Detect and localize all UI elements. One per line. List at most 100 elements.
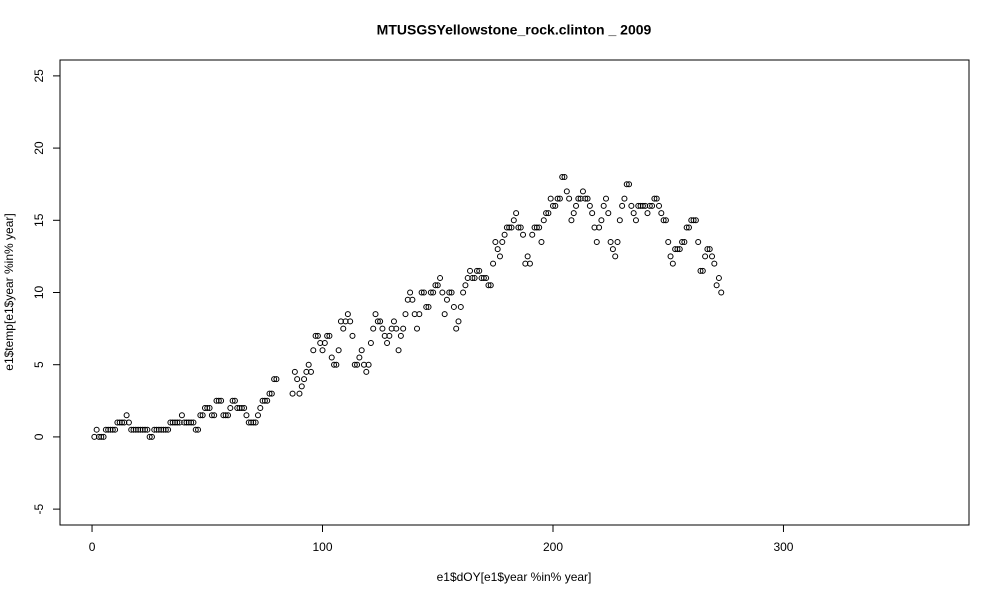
- point: [148, 433, 155, 440]
- point: [649, 202, 656, 209]
- point: [711, 260, 718, 267]
- point: [715, 275, 722, 282]
- point: [526, 260, 533, 267]
- point: [319, 347, 326, 354]
- point: [616, 217, 623, 224]
- point: [370, 325, 377, 332]
- point: [517, 224, 524, 231]
- point: [582, 195, 589, 202]
- y-tick-label: 0: [32, 433, 46, 440]
- point: [238, 405, 245, 412]
- point: [400, 325, 407, 332]
- point: [423, 303, 430, 310]
- point: [266, 390, 273, 397]
- point: [579, 188, 586, 195]
- point: [427, 289, 434, 296]
- point: [264, 397, 271, 404]
- point: [374, 318, 381, 325]
- x-tick-label: 200: [543, 540, 563, 554]
- point: [471, 275, 478, 282]
- point: [605, 210, 612, 217]
- y-tick-label: 25: [32, 69, 46, 83]
- point: [457, 303, 464, 310]
- point: [439, 289, 446, 296]
- point: [296, 390, 303, 397]
- point: [208, 412, 215, 419]
- point: [211, 412, 218, 419]
- y-axis-label: e1$temp[e1$year %in% year]: [2, 213, 16, 370]
- point: [123, 412, 130, 419]
- point: [584, 195, 591, 202]
- point: [665, 238, 672, 245]
- point: [434, 282, 441, 289]
- point: [520, 231, 527, 238]
- point: [702, 253, 709, 260]
- point: [197, 412, 204, 419]
- point: [328, 354, 335, 361]
- point: [602, 195, 609, 202]
- point: [397, 332, 404, 339]
- point: [354, 361, 361, 368]
- point: [100, 433, 107, 440]
- point: [294, 376, 301, 383]
- point: [683, 224, 690, 231]
- point: [243, 412, 250, 419]
- point: [709, 253, 716, 260]
- point: [393, 325, 400, 332]
- point: [483, 275, 490, 282]
- point: [204, 405, 211, 412]
- point: [575, 195, 582, 202]
- point: [669, 260, 676, 267]
- point: [310, 347, 317, 354]
- point: [174, 419, 181, 426]
- point: [513, 210, 520, 217]
- point: [607, 238, 614, 245]
- point: [570, 210, 577, 217]
- point: [460, 289, 467, 296]
- point: [660, 217, 667, 224]
- point: [257, 405, 264, 412]
- point: [437, 275, 444, 282]
- point: [407, 289, 414, 296]
- point: [545, 210, 552, 217]
- point: [718, 289, 725, 296]
- point: [704, 246, 711, 253]
- point: [623, 181, 630, 188]
- point: [586, 202, 593, 209]
- point: [268, 390, 275, 397]
- point: [326, 332, 333, 339]
- point: [344, 311, 351, 318]
- point: [632, 217, 639, 224]
- point: [430, 289, 437, 296]
- point: [598, 217, 605, 224]
- x-tick-label: 0: [89, 540, 96, 554]
- point: [298, 383, 305, 390]
- y-tick-label: -5: [32, 503, 46, 514]
- point: [333, 361, 340, 368]
- point: [630, 210, 637, 217]
- point: [639, 202, 646, 209]
- point: [699, 267, 706, 274]
- point: [473, 267, 480, 274]
- point: [165, 426, 172, 433]
- point: [524, 253, 531, 260]
- point: [552, 202, 559, 209]
- point: [250, 419, 257, 426]
- point: [540, 217, 547, 224]
- point: [199, 412, 206, 419]
- point: [561, 173, 568, 180]
- point: [351, 361, 358, 368]
- point: [543, 210, 550, 217]
- point: [621, 195, 628, 202]
- point: [225, 412, 232, 419]
- x-tick-label: 300: [773, 540, 793, 554]
- point: [271, 376, 278, 383]
- point: [614, 238, 621, 245]
- point: [307, 368, 314, 375]
- point: [533, 224, 540, 231]
- point: [349, 332, 356, 339]
- point: [600, 202, 607, 209]
- point: [674, 246, 681, 253]
- point: [695, 238, 702, 245]
- point: [697, 267, 704, 274]
